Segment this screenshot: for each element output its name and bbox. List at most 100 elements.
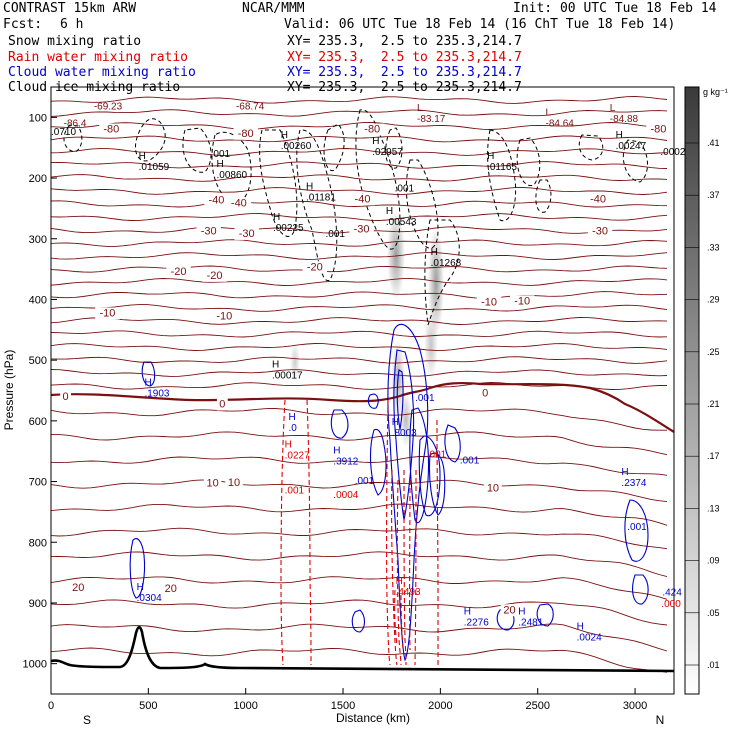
forecast-label: Fcst: [3, 17, 43, 32]
extremum-value: -69.23 [94, 101, 123, 112]
extremum-marker: H [281, 130, 288, 141]
temperature-contour [51, 96, 668, 104]
colorbar-tick-label: .09 [707, 556, 720, 566]
temperature-contour [51, 431, 668, 456]
extremum-value: .424 [662, 588, 682, 599]
temperature-label: -80 [238, 128, 254, 140]
extremum-value: .01059 [139, 162, 170, 173]
temperature-label: 0 [482, 388, 488, 400]
temperature-contour [51, 330, 668, 338]
extremum-marker: H [464, 606, 471, 617]
extremum-value: .01165 [487, 162, 517, 173]
x-tick-label: 500 [139, 700, 157, 712]
extremum-value: -84.88 [610, 114, 639, 125]
extremum-marker: H [621, 467, 628, 478]
plot-frame [50, 86, 675, 695]
temperature-label-bg [161, 583, 180, 596]
temperature-contour [51, 148, 668, 156]
extremum-marker: H [144, 378, 151, 389]
forecast-hours: 6 h [60, 17, 84, 32]
extremum-marker: H [386, 206, 393, 217]
colorbar-tick-label: .29 [707, 295, 720, 305]
extrema-labels: -69.23-86.4-68.74 L-83.17L-84.64L-84.88.0… [51, 101, 686, 643]
temperature-label: 20 [72, 582, 84, 594]
temperature-label: -10 [481, 297, 497, 309]
temperature-contour [51, 317, 668, 325]
zero-degree-isotherm [51, 381, 674, 433]
temperature-contour [51, 122, 667, 130]
temperature-contour [51, 200, 668, 208]
extremum-marker: H [333, 446, 340, 457]
extremum-value: .0024 [577, 633, 602, 644]
center-title: NCAR/MMM [242, 1, 305, 16]
x-tick-label: 2000 [428, 700, 452, 712]
temperature-label: -30 [354, 224, 370, 236]
extremum-value: -84.64 [546, 118, 575, 129]
temperature-label-bg [234, 227, 259, 240]
right-endpoint-label: N [656, 713, 665, 727]
temperature-labels: 0 0 0 -80 -80 -80 -80 -40 -40 -40 -40 -30 -30 -30 -30 -… [60, 123, 671, 617]
temperature-contour [51, 576, 668, 600]
extremum-value: .001 [415, 393, 435, 404]
colorbar-tick-label: .13 [707, 503, 720, 513]
y-tick-label: 500 [29, 355, 47, 367]
extremum-marker: L [546, 107, 552, 118]
y-tick-label: 900 [29, 598, 47, 610]
extremum-value: .00260 [281, 141, 312, 152]
temperature-label-bg [509, 295, 535, 308]
extremum-marker: H [487, 151, 494, 162]
extremum-value: .001 [285, 486, 305, 497]
temperature-label: -40 [355, 193, 371, 205]
extremum-value: .1903 [144, 389, 169, 400]
extremum-value: .00860 [216, 170, 247, 181]
temperature-label: -40 [590, 193, 606, 205]
extremum-value: .000 [661, 599, 681, 610]
extremum-marker: H [289, 412, 296, 423]
temperature-contour [51, 647, 668, 673]
init-time: Init: 00 UTC Tue 18 Feb 14 [513, 1, 717, 16]
extremum-value: .001 [355, 476, 375, 487]
field-xy-cloud-water: XY= 235.3, 2.5 to 235.3,214.7 [287, 65, 522, 80]
temperature-label: -20 [207, 270, 223, 282]
extremum-value: .0304 [137, 593, 162, 604]
temperature-label-bg [500, 604, 519, 617]
extremum-value: .01181 [306, 193, 336, 204]
colorbar-tick-label: .33 [707, 242, 720, 252]
extremum-value: .001 [627, 522, 647, 533]
temperature-label-bg [99, 123, 124, 136]
temperature-label-bg [587, 225, 613, 238]
colorbar-tick-label: .41 [707, 138, 720, 148]
extremum-value: .0 [289, 423, 298, 434]
temperature-label-bg [479, 387, 491, 400]
temperature-label-bg [95, 307, 120, 320]
temperature-label-bg [360, 123, 385, 136]
temperature-label-bg [60, 391, 72, 404]
temperature-contour [51, 599, 668, 626]
temperature-label-bg [166, 266, 191, 279]
y-tick-label: 700 [29, 477, 47, 489]
temperature-label-bg [225, 476, 243, 489]
extremum-value: .001 [460, 455, 480, 466]
temperature-label: -80 [103, 124, 119, 136]
temperature-label-bg [226, 197, 252, 210]
temperature-label: -20 [307, 261, 323, 273]
temperature-label: -20 [171, 266, 187, 278]
colorbar-tick-label: .21 [707, 399, 720, 409]
colorbar-ticks: .41 .37 .33 .29 .25 .21 .17 .13 .09 .05 .01 [685, 138, 720, 670]
extremum-value: .0710 [51, 127, 76, 138]
extremum-marker: H [273, 212, 280, 223]
temperature-label: -30 [239, 228, 255, 240]
field-name-cloud-water: Cloud water mixing ratio [8, 65, 196, 80]
temperature-label-bg [202, 269, 227, 282]
y-tick-label: 800 [29, 537, 47, 549]
colorbar-tick-label: .37 [707, 190, 720, 200]
extremum-value: -86.4 [64, 118, 87, 129]
temperature-label: 20 [503, 604, 515, 616]
x-tick-label: 2500 [525, 700, 549, 712]
extremum-value: .001 [395, 183, 415, 194]
extremum-marker: H [285, 439, 292, 450]
extremum-marker: H [518, 606, 525, 617]
temperature-contour [51, 213, 668, 221]
y-tick-label: 400 [29, 294, 47, 306]
